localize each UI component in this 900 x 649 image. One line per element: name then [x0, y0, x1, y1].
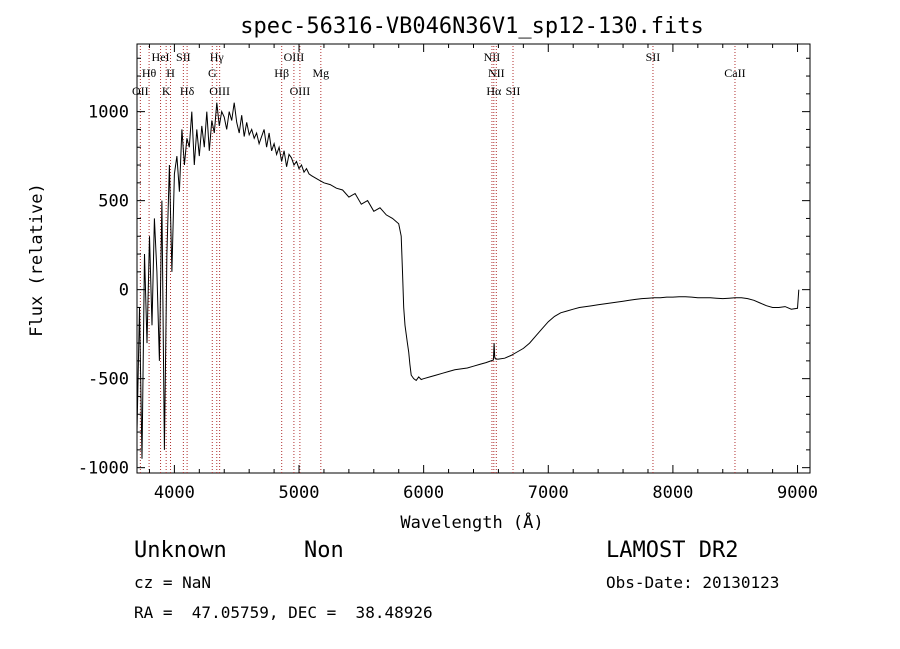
- spectral-subclass: Non: [304, 538, 344, 563]
- marker-label: OIII: [284, 50, 305, 64]
- observation-date: Obs-Date: 20130123: [606, 573, 780, 592]
- spectral-class: Unknown: [134, 538, 227, 563]
- y-tick-label: -1000: [78, 459, 129, 479]
- marker-label: SII: [176, 50, 191, 64]
- marker-label: Hβ: [274, 66, 289, 80]
- x-tick-label: 7000: [528, 483, 569, 503]
- marker-label: SII: [506, 84, 521, 98]
- marker-label: K: [162, 84, 171, 98]
- x-axis-label: Wavelength (Å): [400, 511, 543, 533]
- marker-label: Hθ: [142, 66, 157, 80]
- y-tick-label: -500: [88, 370, 129, 390]
- marker-label: SII: [646, 50, 661, 64]
- emission-line-markers: OIIHθHeIKHSIIHδHγGOIIIHβOIIIOIIIMgNIINII…: [132, 46, 746, 473]
- y-axis-ticks: -1000 -500 0 500 1000: [78, 57, 810, 479]
- y-tick-label: 0: [119, 281, 129, 301]
- marker-label: Hα: [486, 84, 502, 98]
- marker-label: Hδ: [180, 84, 195, 98]
- plot-area: OIIHθHeIKHSIIHδHγGOIIIHβOIIIOIIIMgNIINII…: [78, 43, 818, 503]
- plot-frame: [136, 43, 811, 474]
- marker-label: OIII: [209, 84, 230, 98]
- marker-label: HeI: [152, 50, 170, 64]
- marker-label: NII: [484, 50, 501, 64]
- y-tick-label: 1000: [88, 103, 129, 123]
- x-tick-label: 9000: [777, 483, 818, 503]
- marker-label: OIII: [290, 84, 311, 98]
- marker-label: CaII: [724, 66, 745, 80]
- survey-name: LAMOST DR2: [606, 538, 739, 563]
- marker-label: G: [208, 66, 217, 80]
- y-tick-label: 500: [98, 192, 129, 212]
- y-axis-label: Flux (relative): [27, 183, 47, 337]
- redshift-cz: cz = NaN: [134, 573, 212, 592]
- marker-label: OII: [132, 84, 149, 98]
- chart-title: spec-56316-VB046N36V1_sp12-130.fits: [240, 14, 704, 39]
- x-tick-label: 8000: [652, 483, 693, 503]
- marker-label: H: [166, 66, 175, 80]
- x-tick-label: 5000: [279, 483, 320, 503]
- marker-label: Hγ: [210, 50, 225, 64]
- x-tick-label: 4000: [154, 483, 195, 503]
- marker-label: NII: [488, 66, 505, 80]
- x-tick-label: 6000: [403, 483, 444, 503]
- x-axis-ticks: 4000 5000 6000 7000 8000 9000: [148, 44, 818, 503]
- spectrum-line: [136, 102, 800, 459]
- sky-coordinates: RA = 47.05759, DEC = 38.48926: [134, 603, 433, 622]
- marker-label: Mg: [312, 66, 329, 80]
